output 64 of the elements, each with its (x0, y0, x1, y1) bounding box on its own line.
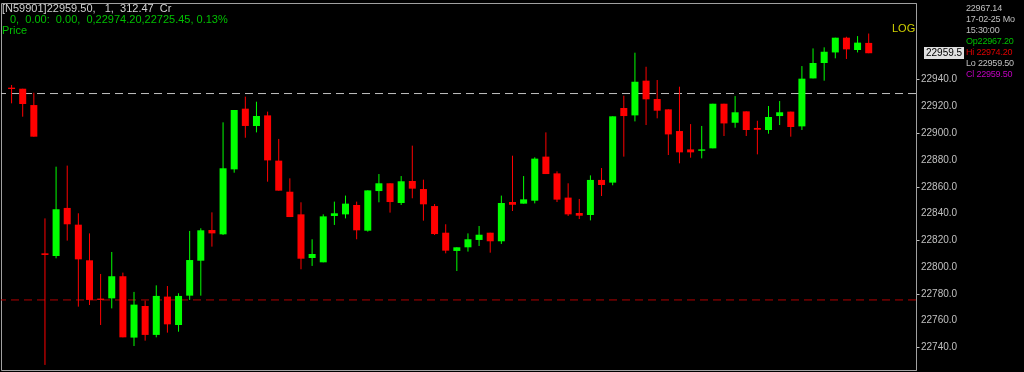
candlestick (564, 182, 572, 217)
y-tick-label: 22740.0 (921, 341, 958, 353)
candlestick (787, 111, 795, 138)
candlestick (820, 46, 828, 82)
text: 15:30:00 (966, 25, 1001, 36)
candlestick (508, 155, 516, 212)
y-tick-label: 22920.0 (921, 100, 958, 112)
chart-title: [N59901]22959.50, 1, 312.47 Cr (2, 2, 172, 14)
y-tick-label: 22940.0 (921, 73, 958, 85)
candlestick (620, 95, 628, 158)
y-axis-title: Price (2, 24, 28, 36)
y-tick-label: 22860.0 (921, 180, 958, 192)
y-tick-label: 22800.0 (921, 260, 958, 272)
text: Lo 22959.50 (966, 58, 1015, 69)
candlestick (475, 225, 483, 247)
candlestick (252, 101, 260, 133)
candlestick (598, 167, 606, 197)
y-tick-label: 22900.0 (921, 126, 958, 138)
candlestick (776, 100, 784, 126)
text: 22959.5 (924, 47, 965, 59)
text: 22967.14 (966, 3, 1003, 14)
candlestick (464, 232, 472, 253)
text: 0, 0.00: 0.00, 0,22974.20,22725.45, 0.13% (10, 13, 228, 25)
candlestick (419, 179, 427, 222)
candlestick (386, 182, 394, 214)
text: Hi 22974.20 (966, 47, 1014, 58)
candlestick (208, 211, 216, 248)
candlestick (809, 47, 817, 79)
candlestick (442, 223, 450, 254)
candlestick (41, 217, 49, 366)
candlestick (765, 105, 773, 135)
text: Cl 22959.50 (966, 69, 1014, 80)
y-tick-label: 22820.0 (921, 234, 958, 246)
y-tick-label: 22780.0 (921, 287, 958, 299)
candlestick (675, 86, 683, 164)
candlestick (742, 110, 750, 137)
candlestick (753, 120, 761, 155)
candlestick (397, 175, 405, 206)
candlestick (520, 175, 528, 205)
candlestick (330, 201, 338, 226)
candlestick (308, 238, 316, 267)
candlestick (241, 96, 249, 139)
candlestick (542, 131, 550, 175)
candlestick (108, 251, 116, 309)
candlestick (642, 66, 650, 126)
candlestick (408, 145, 416, 199)
candlestick (63, 165, 71, 242)
text: 17-02-25 Mo (966, 14, 1015, 25)
candlestick (453, 246, 461, 272)
candlestick (375, 173, 383, 203)
candlestick (575, 198, 583, 220)
candlestick (842, 36, 850, 60)
candlestick (653, 79, 661, 119)
y-tick-label: 22880.0 (921, 153, 958, 165)
text: LOG (892, 22, 916, 34)
text: Op22967.20 (966, 36, 1015, 47)
candlestick (698, 125, 706, 159)
candlestick (687, 123, 695, 159)
candlestick (720, 103, 728, 137)
candlestick (19, 88, 27, 118)
candlestick (731, 95, 739, 129)
candlestick (342, 195, 350, 219)
y-tick-label: 22760.0 (921, 314, 958, 326)
y-tick-label: 22840.0 (921, 207, 958, 219)
